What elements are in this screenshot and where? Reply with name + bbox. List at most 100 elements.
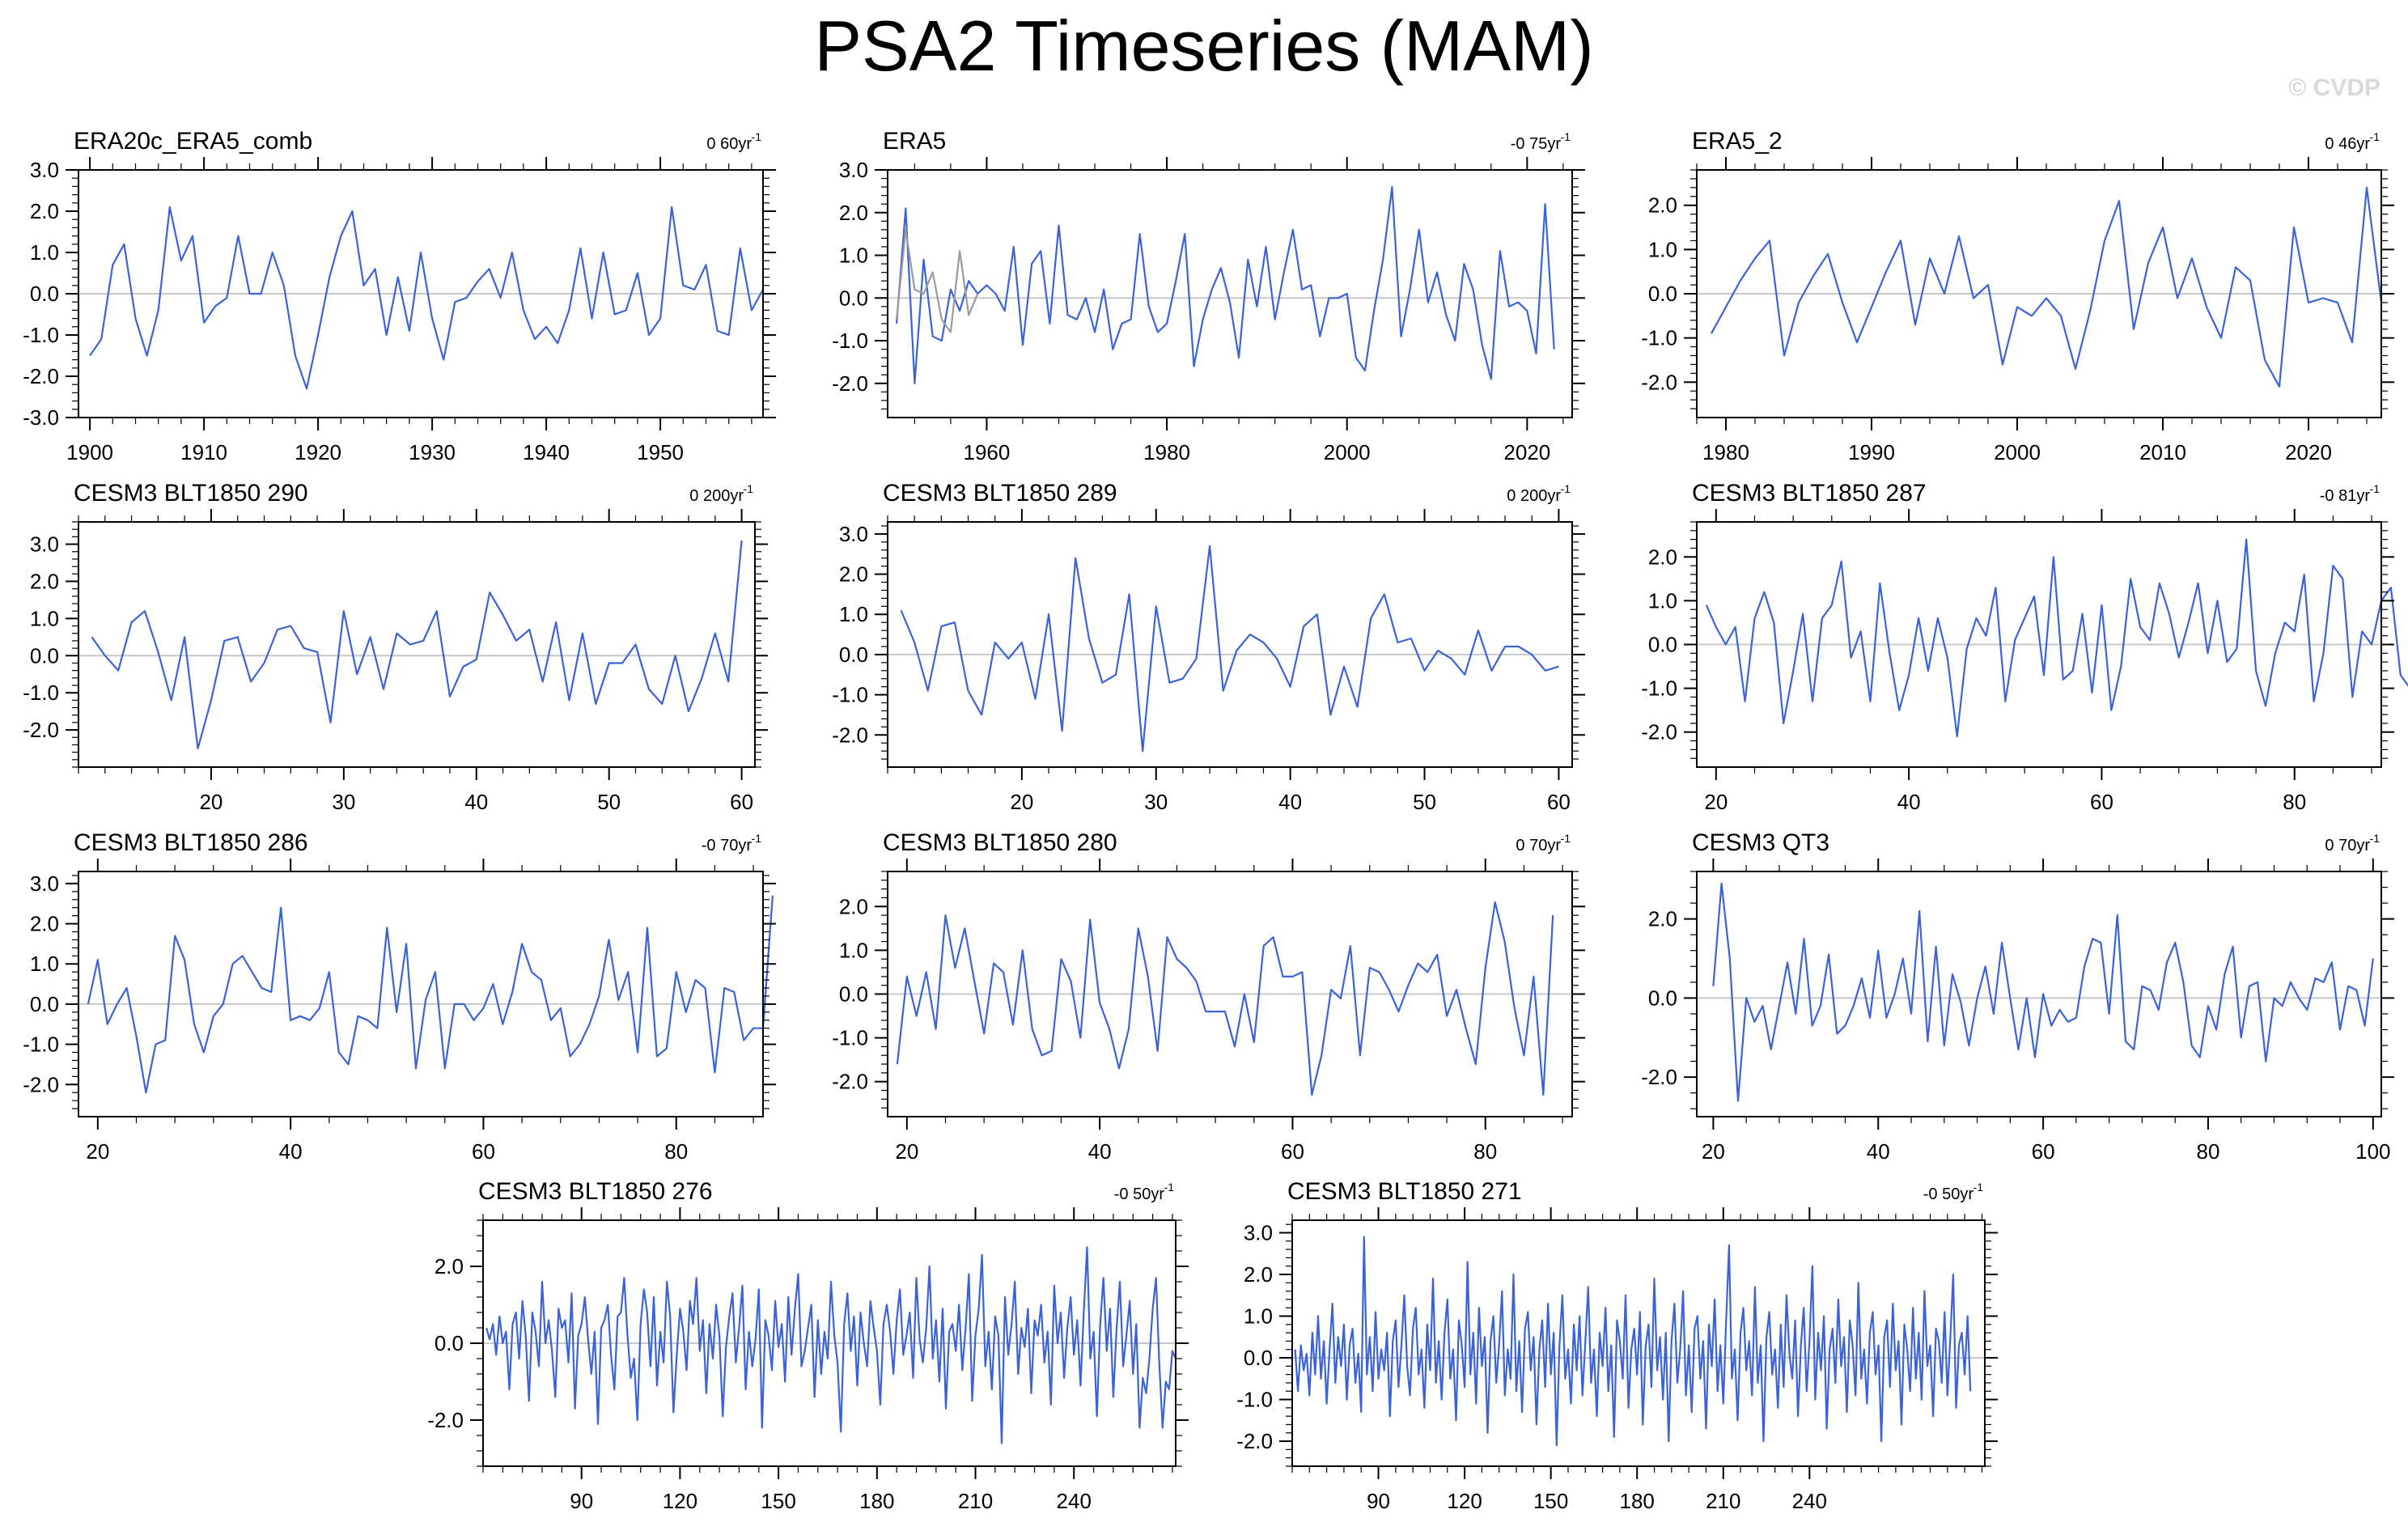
x-tick-label: 1960 xyxy=(964,440,1011,464)
trend-label: 0 200yr xyxy=(1507,487,1561,505)
x-tick-label: 120 xyxy=(1447,1489,1482,1513)
y-tick-label: 3.0 xyxy=(30,532,59,557)
y-tick-label: -1.0 xyxy=(23,323,59,347)
y-tick-label: 0.0 xyxy=(30,643,59,668)
y-tick-label: -1.0 xyxy=(1641,326,1677,350)
series-line-1 xyxy=(1711,186,2383,388)
x-tick-label: 50 xyxy=(1413,790,1436,814)
trend-label: -0 75yr xyxy=(1511,135,1562,153)
y-tick-label: 2.0 xyxy=(30,912,59,936)
x-tick-label: 40 xyxy=(1867,1139,1890,1164)
x-tick-label: 40 xyxy=(1088,1139,1112,1164)
x-tick-label: 2020 xyxy=(1503,440,1550,464)
panel-5: -2.0 -1.0 0.0 1.0 2.0 3.0 20 30 40 50 60 CESM3 BLT1… xyxy=(832,480,1585,814)
x-tick-label: 150 xyxy=(761,1489,795,1513)
y-tick-label: 3.0 xyxy=(30,871,59,896)
panel-9: -2.0 0.0 2.0 20 40 60 80 100 CESM3 QT3 0 70yr -1 xyxy=(1641,829,2394,1164)
panel-title: CESM3 QT3 xyxy=(1692,829,1829,856)
series-line-2 xyxy=(896,228,979,333)
trend-exponent: -1 xyxy=(752,832,762,845)
y-tick-label: -2.0 xyxy=(832,723,868,747)
y-tick-label: 0.0 xyxy=(1648,633,1677,657)
panel-8: -2.0 -1.0 0.0 1.0 2.0 20 40 60 80 CESM3 BLT1850 2… xyxy=(832,829,1585,1164)
y-tick-label: 0.0 xyxy=(30,992,59,1016)
x-tick-label: 2020 xyxy=(2285,440,2332,464)
x-tick-label: 1940 xyxy=(523,440,570,464)
y-tick-label: 3.0 xyxy=(1244,1220,1273,1245)
y-tick-label: 0.0 xyxy=(1648,986,1677,1010)
trend-label: 0 200yr xyxy=(689,487,744,505)
panel-3: -2.0 -1.0 0.0 1.0 2.0 1980 1990 2000 2010 2020 ERA… xyxy=(1641,128,2394,464)
y-tick-label: -1.0 xyxy=(1236,1388,1273,1412)
trend-label: 0 46yr xyxy=(2325,135,2370,153)
y-tick-label: 0.0 xyxy=(1648,282,1677,306)
x-tick-label: 60 xyxy=(472,1139,495,1164)
x-tick-label: 240 xyxy=(1057,1489,1092,1513)
y-tick-label: -2.0 xyxy=(23,1072,59,1096)
plot-frame xyxy=(1696,871,2382,1117)
x-tick-label: 1950 xyxy=(637,440,684,464)
y-tick-label: -1.0 xyxy=(832,329,868,353)
y-tick-label: -1.0 xyxy=(1641,676,1677,701)
x-tick-label: 30 xyxy=(1144,790,1168,814)
x-tick-label: 80 xyxy=(2283,790,2306,814)
panel-title: CESM3 BLT1850 276 xyxy=(478,1178,713,1205)
page-title: PSA2 Timeseries (MAM) xyxy=(814,6,1594,86)
x-tick-label: 100 xyxy=(2355,1139,2390,1164)
series-line-1 xyxy=(485,1246,1177,1444)
y-tick-label: 0.0 xyxy=(435,1331,464,1355)
x-tick-label: 180 xyxy=(859,1489,894,1513)
y-tick-label: -1.0 xyxy=(23,1033,59,1057)
x-tick-label: 210 xyxy=(1706,1489,1740,1513)
y-tick-label: -2.0 xyxy=(1641,1065,1677,1089)
y-tick-label: -1.0 xyxy=(832,1026,868,1050)
y-tick-label: 0.0 xyxy=(839,286,868,310)
x-tick-label: 180 xyxy=(1620,1489,1655,1513)
series-line-1 xyxy=(900,545,1559,753)
panel-title: ERA5 xyxy=(883,128,946,155)
x-tick-label: 60 xyxy=(2032,1139,2055,1164)
trend-exponent: -1 xyxy=(2370,482,2380,495)
x-tick-label: 60 xyxy=(1281,1139,1304,1164)
y-tick-label: 2.0 xyxy=(839,562,868,587)
y-tick-label: -3.0 xyxy=(23,405,59,430)
y-tick-label: 2.0 xyxy=(839,894,868,918)
x-tick-label: 40 xyxy=(1278,790,1302,814)
y-tick-label: 0.0 xyxy=(1244,1346,1273,1370)
x-tick-label: 240 xyxy=(1792,1489,1827,1513)
y-tick-label: 1.0 xyxy=(30,606,59,630)
y-tick-label: 1.0 xyxy=(839,938,868,962)
y-tick-label: 3.0 xyxy=(839,158,868,182)
x-tick-label: 20 xyxy=(199,790,223,814)
plot-frame xyxy=(78,521,756,768)
x-tick-label: 1980 xyxy=(1143,440,1190,464)
plot-frame xyxy=(1291,1219,1986,1467)
y-tick-label: -2.0 xyxy=(23,718,59,742)
x-tick-label: 60 xyxy=(2090,790,2113,814)
panel-title: CESM3 BLT1850 287 xyxy=(1692,480,1927,507)
trend-exponent: -1 xyxy=(1561,482,1571,495)
y-tick-label: 1.0 xyxy=(30,952,59,976)
y-tick-label: 2.0 xyxy=(839,201,868,225)
y-tick-label: 1.0 xyxy=(1648,588,1677,613)
y-tick-label: 0.0 xyxy=(839,982,868,1007)
series-line-1 xyxy=(1294,1236,1972,1447)
trend-exponent: -1 xyxy=(752,130,762,143)
y-tick-label: -2.0 xyxy=(1641,720,1677,744)
x-tick-label: 20 xyxy=(1704,790,1728,814)
x-tick-label: 20 xyxy=(895,1139,918,1164)
trend-exponent: -1 xyxy=(1561,832,1571,845)
y-tick-label: 1.0 xyxy=(1648,237,1677,261)
x-tick-label: 60 xyxy=(730,790,753,814)
x-tick-label: 1920 xyxy=(295,440,341,464)
x-tick-label: 2000 xyxy=(1324,440,1371,464)
y-tick-label: 2.0 xyxy=(1244,1262,1273,1287)
y-tick-label: 0.0 xyxy=(30,282,59,306)
x-tick-label: 40 xyxy=(1897,790,1921,814)
x-tick-label: 40 xyxy=(464,790,488,814)
y-tick-label: -2.0 xyxy=(1236,1429,1273,1453)
panel-title: CESM3 BLT1850 286 xyxy=(74,829,308,856)
x-tick-label: 50 xyxy=(597,790,621,814)
plot-frame xyxy=(887,169,1573,418)
